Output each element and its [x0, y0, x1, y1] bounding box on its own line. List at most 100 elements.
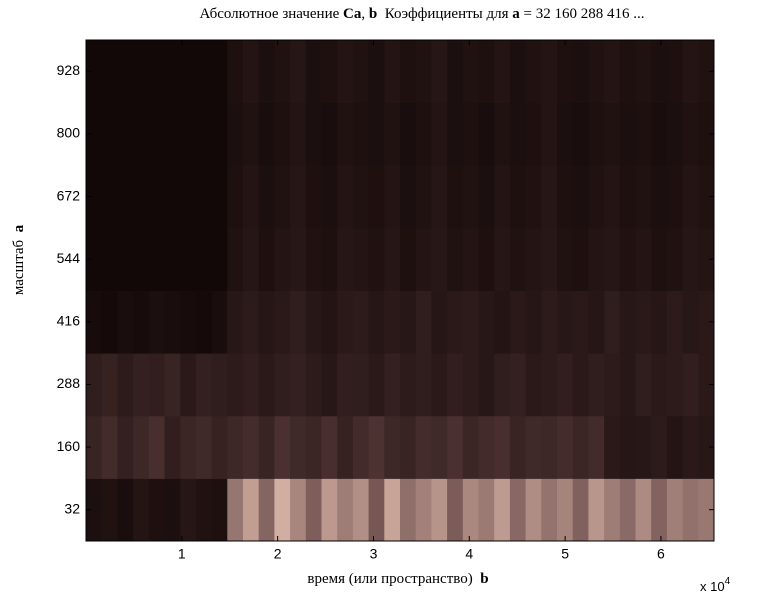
heatmap-cell: [636, 416, 652, 479]
heatmap-cell: [526, 40, 542, 103]
heatmap-cell: [290, 353, 306, 416]
text-part: масштаб: [11, 232, 27, 295]
heatmap-cell: [620, 291, 636, 354]
text-part: b: [480, 571, 488, 587]
heatmap-cell: [102, 416, 118, 479]
heatmap-cell: [494, 478, 510, 541]
heatmap-cell: [557, 353, 573, 416]
heatmap-cell: [227, 165, 243, 228]
heatmap-cell: [573, 353, 589, 416]
heatmap-cell: [651, 103, 667, 166]
heatmap-cell: [274, 416, 290, 479]
heatmap-cell: [479, 103, 495, 166]
heatmap-cell: [180, 291, 196, 354]
heatmap-cell: [353, 478, 369, 541]
heatmap-cell: [510, 353, 526, 416]
heatmap-cell: [416, 416, 432, 479]
heatmap-cell: [306, 291, 322, 354]
y-tick-label: 800: [57, 125, 81, 141]
heatmap-cell: [667, 40, 683, 103]
heatmap-cell: [227, 40, 243, 103]
heatmap-cell: [588, 353, 604, 416]
heatmap-cell: [353, 416, 369, 479]
heatmap-cell: [259, 103, 275, 166]
heatmap-cell: [165, 165, 181, 228]
heatmap-cell: [557, 165, 573, 228]
heatmap-cell: [604, 291, 620, 354]
heatmap-cell: [290, 165, 306, 228]
heatmap-cell: [337, 165, 353, 228]
heatmap-cell: [431, 40, 447, 103]
heatmap-cell: [212, 40, 228, 103]
x-tick-label: 4: [465, 546, 473, 562]
heatmap-cell: [636, 165, 652, 228]
heatmap-cell: [165, 103, 181, 166]
heatmap-cell: [400, 291, 416, 354]
heatmap-cell: [212, 228, 228, 291]
heatmap-cell: [400, 228, 416, 291]
heatmap-cell: [337, 228, 353, 291]
heatmap-cell: [510, 291, 526, 354]
heatmap-cell: [369, 103, 385, 166]
heatmap-cell: [274, 228, 290, 291]
heatmap-cell: [431, 353, 447, 416]
heatmap-cell: [479, 165, 495, 228]
heatmap-cell: [384, 40, 400, 103]
heatmap-cell: [353, 103, 369, 166]
heatmap-cell: [416, 40, 432, 103]
heatmap-cell: [353, 165, 369, 228]
heatmap-cell: [384, 228, 400, 291]
heatmap-cell: [243, 353, 259, 416]
heatmap-cell: [573, 478, 589, 541]
heatmap-cell: [117, 353, 133, 416]
heatmap-cell: [683, 291, 699, 354]
heatmap-cell: [133, 228, 149, 291]
heatmap-cell: [683, 416, 699, 479]
heatmap-cell: [636, 478, 652, 541]
heatmap-cell: [337, 353, 353, 416]
heatmap-cell: [510, 478, 526, 541]
chart-title: Абсолютное значение Ca, b Коэффициенты д…: [200, 6, 645, 22]
text-part: = 32 160 288 416 ...: [520, 6, 645, 22]
heatmap-cell: [479, 353, 495, 416]
heatmap-cell: [274, 353, 290, 416]
heatmap-cell: [541, 228, 557, 291]
heatmap-cell: [463, 228, 479, 291]
heatmap-cell: [588, 228, 604, 291]
heatmap-cell: [573, 416, 589, 479]
heatmap-cell: [322, 40, 338, 103]
heatmap-cell: [510, 40, 526, 103]
heatmap-cell: [243, 478, 259, 541]
heatmap-cell: [416, 103, 432, 166]
heatmap-cell: [400, 478, 416, 541]
y-tick-label: 416: [57, 313, 81, 329]
heatmap-cell: [306, 103, 322, 166]
heatmap-cell: [620, 165, 636, 228]
heatmap-cell: [431, 478, 447, 541]
heatmap-cell: [212, 353, 228, 416]
heatmap-cell: [620, 228, 636, 291]
heatmap-cell: [683, 103, 699, 166]
heatmap-cell: [117, 291, 133, 354]
heatmap-cell: [588, 103, 604, 166]
heatmap-cell: [180, 165, 196, 228]
heatmap-cell: [149, 478, 165, 541]
heatmap-cell: [133, 416, 149, 479]
x-tick-label: 3: [370, 546, 378, 562]
heatmap-cell: [479, 478, 495, 541]
heatmap-cell: [620, 40, 636, 103]
heatmap-cell: [604, 103, 620, 166]
heatmap-cell: [573, 165, 589, 228]
heatmap-cell: [683, 353, 699, 416]
x-tick-label: 2: [274, 546, 282, 562]
heatmap-cell: [636, 291, 652, 354]
heatmap-cell: [526, 228, 542, 291]
heatmap-cell: [416, 353, 432, 416]
heatmap-cell: [573, 40, 589, 103]
heatmap-cell: [165, 478, 181, 541]
heatmap-cell: [227, 291, 243, 354]
heatmap-cell: [306, 228, 322, 291]
heatmap-cell: [651, 416, 667, 479]
heatmap-cell: [322, 353, 338, 416]
heatmap-cell: [400, 103, 416, 166]
